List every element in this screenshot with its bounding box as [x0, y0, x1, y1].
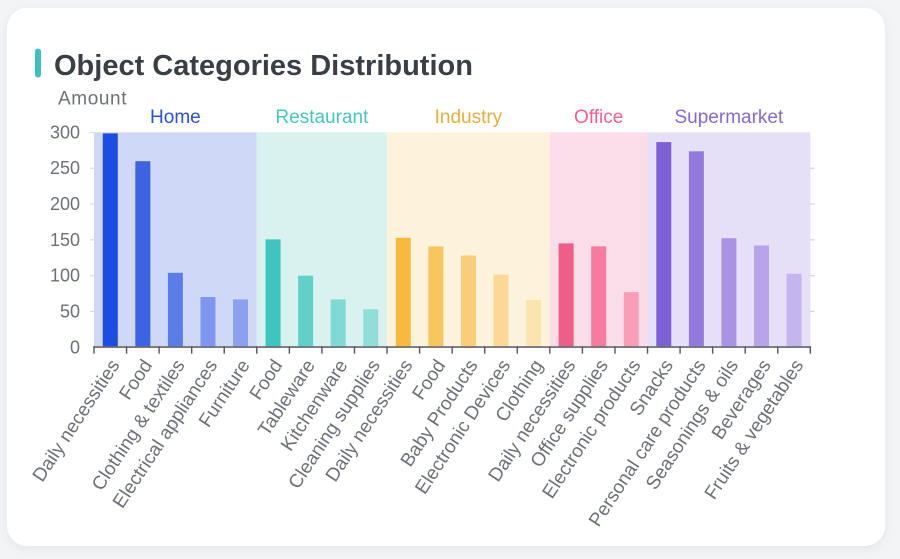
- svg-text:Industry: Industry: [435, 107, 503, 128]
- svg-text:50: 50: [60, 301, 80, 321]
- svg-text:Object Categories Distribution: Object Categories Distribution: [54, 50, 473, 82]
- svg-text:Office: Office: [574, 107, 623, 128]
- svg-text:100: 100: [50, 266, 80, 286]
- svg-text:Home: Home: [150, 107, 201, 128]
- svg-text:Supermarket: Supermarket: [675, 107, 784, 128]
- svg-text:300: 300: [50, 122, 80, 142]
- svg-text:250: 250: [50, 158, 80, 178]
- svg-text:Restaurant: Restaurant: [275, 107, 369, 128]
- svg-text:0: 0: [70, 337, 80, 357]
- svg-text:Amount: Amount: [58, 89, 127, 110]
- svg-text:150: 150: [50, 230, 80, 250]
- svg-text:200: 200: [50, 194, 80, 214]
